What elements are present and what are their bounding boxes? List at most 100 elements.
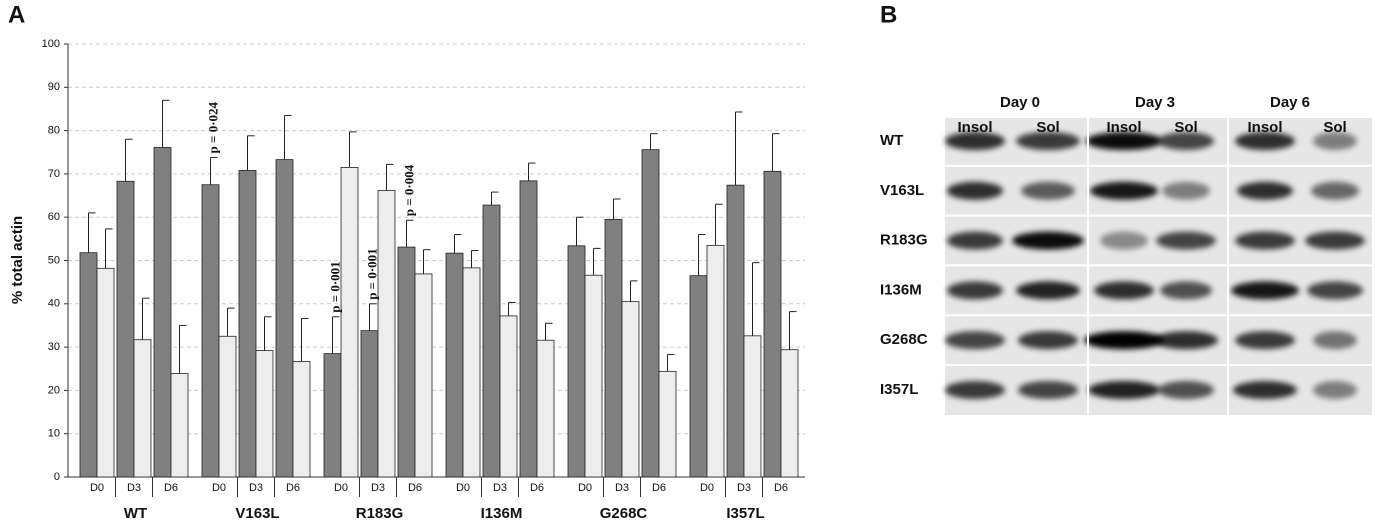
row-label: R183G — [880, 232, 928, 249]
blot-band — [1084, 331, 1164, 349]
blot-band — [945, 331, 1005, 349]
bar — [605, 219, 622, 477]
day-label: Day 0 — [1000, 94, 1040, 111]
y-tick-label: 10 — [48, 428, 60, 440]
bar — [239, 170, 256, 477]
blot-band — [1156, 232, 1216, 250]
bar — [585, 275, 602, 477]
bar — [276, 160, 293, 477]
bar — [446, 253, 463, 477]
blot-band — [945, 381, 1005, 399]
blot-band — [1154, 331, 1218, 349]
blot-band — [1162, 182, 1210, 200]
blot-band — [1158, 381, 1214, 399]
panel-label: A — [8, 1, 25, 28]
row-label: WT — [880, 132, 903, 149]
x-tick-label: D0 — [90, 482, 104, 494]
bar — [202, 185, 219, 477]
blot-band — [1012, 232, 1084, 250]
row-label: I357L — [880, 381, 918, 398]
bar — [622, 302, 639, 477]
bar — [707, 245, 724, 477]
x-tick-label: D3 — [493, 482, 507, 494]
x-tick-label: D3 — [615, 482, 629, 494]
blot-membrane — [945, 118, 1372, 415]
y-tick-label: 100 — [42, 38, 60, 50]
blot-band — [947, 281, 1003, 299]
blot-band — [1313, 331, 1357, 349]
blot-band — [945, 132, 1005, 150]
day-label: Day 3 — [1135, 94, 1175, 111]
blot-band — [1313, 381, 1357, 399]
bar — [80, 253, 97, 477]
x-tick-label: D0 — [456, 482, 470, 494]
bar — [764, 171, 781, 477]
blot-band — [1021, 182, 1075, 200]
group-label: G268C — [600, 505, 648, 522]
y-tick-label: 40 — [48, 298, 60, 310]
bar — [171, 374, 188, 477]
blot-band — [1231, 281, 1299, 299]
blot-band — [1313, 132, 1357, 150]
blot-band — [1086, 132, 1162, 150]
bar — [659, 371, 676, 477]
x-tick-label: D0 — [212, 482, 226, 494]
y-tick-label: 90 — [48, 81, 60, 93]
bar — [398, 247, 415, 477]
x-tick-label: D0 — [578, 482, 592, 494]
x-tick-label: D6 — [286, 482, 300, 494]
x-tick-label: D3 — [371, 482, 385, 494]
row-label: V163L — [880, 182, 924, 199]
blot-band — [1305, 232, 1365, 250]
blot-band — [1016, 132, 1080, 150]
y-tick-label: 30 — [48, 341, 60, 353]
y-tick-label: 70 — [48, 168, 60, 180]
group-label: I136M — [481, 505, 523, 522]
x-tick-label: D0 — [334, 482, 348, 494]
x-tick-label: D6 — [164, 482, 178, 494]
bar — [293, 361, 310, 477]
blot-band — [1235, 232, 1295, 250]
annotation: p = 0·004 — [401, 164, 416, 216]
x-tick-label: D0 — [700, 482, 714, 494]
x-tick-label: D3 — [249, 482, 263, 494]
x-tick-label: D3 — [127, 482, 141, 494]
bar — [483, 205, 500, 477]
y-tick-label: 60 — [48, 211, 60, 223]
blot-band — [1090, 182, 1158, 200]
blot-band — [947, 232, 1003, 250]
y-tick-label: 80 — [48, 125, 60, 137]
row-label: I136M — [880, 281, 922, 298]
blot-band — [1016, 281, 1080, 299]
x-tick-label: D3 — [737, 482, 751, 494]
x-tick-label: D6 — [652, 482, 666, 494]
panel-label: B — [880, 1, 897, 28]
bar — [134, 340, 151, 477]
bar — [361, 331, 378, 477]
blot-band — [1235, 331, 1295, 349]
bar — [537, 340, 554, 477]
blot-band — [1160, 281, 1212, 299]
bar — [341, 167, 358, 477]
bar — [463, 268, 480, 477]
blot-band — [1100, 232, 1148, 250]
x-tick-label: D6 — [408, 482, 422, 494]
bar — [117, 181, 134, 477]
blot-band — [1094, 281, 1154, 299]
bar — [690, 276, 707, 477]
bar — [727, 185, 744, 477]
annotation: p = 0·001 — [327, 261, 342, 312]
y-tick-label: 0 — [54, 471, 60, 483]
bar — [520, 181, 537, 477]
blot-band — [1233, 381, 1297, 399]
blot-band — [1235, 132, 1295, 150]
bar — [219, 336, 236, 477]
blot-band — [1088, 381, 1160, 399]
bar — [154, 147, 171, 477]
figure: A B % total actin 0102030405060708090100… — [0, 0, 1375, 525]
y-tick-label: 50 — [48, 254, 60, 266]
group-label: R183G — [356, 505, 404, 522]
group-label: I357L — [726, 505, 764, 522]
annotation: p = 0·001 — [364, 248, 379, 299]
bar — [378, 190, 395, 477]
